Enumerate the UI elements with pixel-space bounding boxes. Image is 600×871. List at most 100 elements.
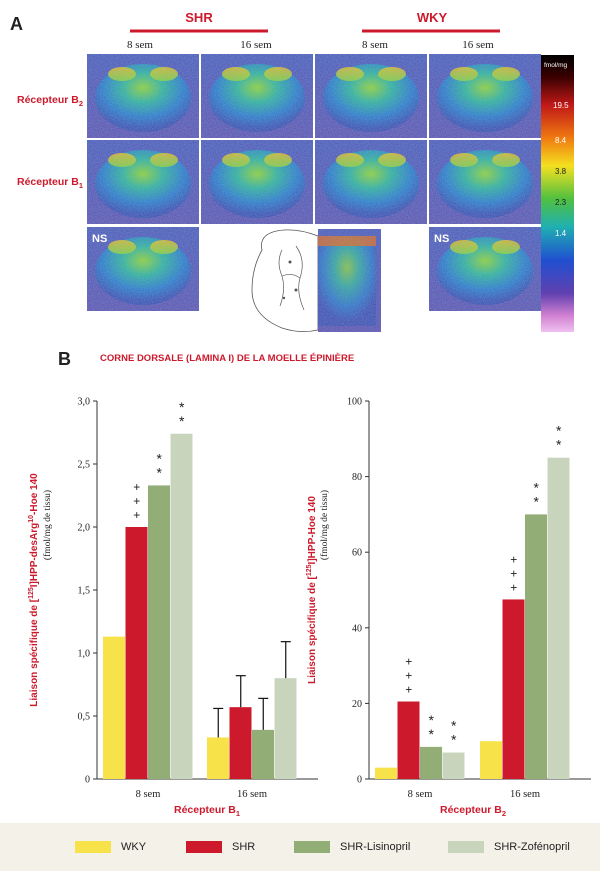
autoradiograph-image bbox=[315, 54, 427, 138]
significance-mark: + bbox=[405, 669, 412, 683]
legend-swatch bbox=[186, 841, 222, 853]
y-tick-label: 1,5 bbox=[78, 586, 91, 597]
legend-label: SHR bbox=[232, 841, 256, 853]
bar bbox=[274, 678, 297, 779]
bar bbox=[148, 485, 170, 779]
legend-item-shr: SHR bbox=[186, 837, 255, 857]
legend-item-shr-zofenopril: SHR-Zofénopril bbox=[448, 837, 570, 857]
x-tick-label: 16 sem bbox=[237, 789, 267, 800]
significance-mark: * bbox=[157, 464, 163, 480]
bar bbox=[397, 701, 420, 779]
y-axis-label: Liaison spécifique de [125I]HPP-desArg10… bbox=[28, 473, 40, 707]
age-label: 8 sem bbox=[362, 39, 388, 51]
y-tick-label: 80 bbox=[352, 472, 362, 483]
y-tick-label: 1,0 bbox=[78, 649, 91, 660]
legend-item-wky: WKY bbox=[75, 837, 146, 857]
age-label: 16 sem bbox=[240, 39, 272, 51]
y-tick-label: 60 bbox=[352, 548, 362, 559]
legend-swatch bbox=[448, 841, 484, 853]
y-axis-unit: (fmol/mg de tissu) bbox=[319, 490, 330, 560]
bar bbox=[502, 599, 525, 779]
y-tick-label: 0,5 bbox=[78, 712, 91, 723]
significance-mark: * bbox=[534, 493, 540, 509]
bar bbox=[547, 457, 570, 779]
autoradiograph-image bbox=[429, 140, 541, 224]
significance-mark: + bbox=[405, 683, 412, 697]
ns-label: NS bbox=[434, 233, 449, 245]
significance-mark: * bbox=[429, 726, 435, 742]
bar bbox=[229, 707, 252, 779]
panel-b-title: CORNE DORSALE (LAMINA I) DE LA MOELLE ÉP… bbox=[100, 353, 354, 364]
y-tick-label: 100 bbox=[347, 397, 362, 408]
significance-mark: + bbox=[405, 655, 412, 669]
significance-mark: + bbox=[133, 508, 140, 522]
y-tick-label: 0 bbox=[85, 775, 90, 786]
significance-mark: + bbox=[510, 580, 517, 594]
autoradiograph-zoom bbox=[318, 229, 381, 332]
significance-mark: * bbox=[556, 423, 562, 439]
legend-label: WKY bbox=[121, 841, 147, 853]
autoradiograph-image bbox=[201, 140, 313, 224]
bar bbox=[103, 636, 125, 779]
legend-item-shr-lisinopril: SHR-Lisinopril bbox=[294, 837, 410, 857]
ns-label: NS bbox=[92, 233, 107, 245]
legend: WKY SHR SHR-Lisinopril SHR-Zofénopril bbox=[0, 823, 600, 871]
significance-mark: * bbox=[451, 732, 457, 748]
x-axis-label: Récepteur B2 bbox=[440, 804, 506, 818]
panel-b-letter: B bbox=[58, 349, 71, 369]
row-label-b1: Récepteur B1 bbox=[17, 176, 83, 190]
significance-mark: * bbox=[429, 712, 435, 728]
autoradiograph-image bbox=[429, 54, 541, 138]
legend-label: SHR-Zofénopril bbox=[494, 841, 570, 853]
significance-mark: + bbox=[133, 480, 140, 494]
bar bbox=[207, 737, 229, 779]
color-scale-tick: 8.4 bbox=[555, 136, 567, 145]
bar bbox=[125, 527, 148, 779]
bar bbox=[375, 767, 397, 779]
group-label-shr: SHR bbox=[185, 10, 213, 25]
color-scale-tick: 3.8 bbox=[555, 167, 567, 176]
significance-mark: + bbox=[510, 552, 517, 566]
color-scale-tick: 19.5 bbox=[553, 101, 569, 110]
x-axis-label: Récepteur B1 bbox=[174, 804, 240, 818]
chart-b1: 00,51,01,52,02,53,08 sem 16 sem+++****Lia… bbox=[28, 397, 318, 818]
bar bbox=[170, 433, 193, 779]
significance-mark: * bbox=[451, 718, 457, 734]
y-tick-label: 2,5 bbox=[78, 460, 91, 471]
significance-mark: * bbox=[556, 437, 562, 453]
bar bbox=[480, 741, 502, 779]
significance-mark: * bbox=[179, 399, 185, 415]
y-tick-label: 20 bbox=[352, 699, 362, 710]
bar bbox=[525, 514, 547, 779]
bar bbox=[442, 752, 465, 779]
y-tick-label: 3,0 bbox=[78, 397, 91, 408]
legend-swatch bbox=[294, 841, 330, 853]
x-tick-label: 8 sem bbox=[408, 789, 433, 800]
y-tick-label: 40 bbox=[352, 623, 362, 634]
legend-label: SHR-Lisinopril bbox=[340, 841, 411, 853]
spinal-cord-schematic bbox=[251, 229, 319, 332]
legend-swatch bbox=[75, 841, 111, 853]
significance-mark: + bbox=[133, 494, 140, 508]
significance-mark: * bbox=[179, 413, 185, 429]
y-axis-unit: (fmol/mg de tissu) bbox=[42, 490, 53, 560]
autoradiograph-image bbox=[201, 54, 313, 138]
color-scale-tick: 2.3 bbox=[555, 198, 567, 207]
bar bbox=[420, 746, 442, 779]
x-tick-label: 16 sem bbox=[510, 789, 540, 800]
age-label: 8 sem bbox=[127, 39, 153, 51]
age-label: 16 sem bbox=[462, 39, 494, 51]
significance-mark: * bbox=[534, 479, 540, 495]
color-scale-tick: 1.4 bbox=[555, 229, 567, 238]
y-axis-label: Liaison spécifique de [125I]HPP-Hoe 140 bbox=[306, 496, 318, 684]
autoradiograph-image bbox=[87, 140, 199, 224]
panel-a: A SHR WKY 8 sem 16 sem 8 sem 16 sem Réce… bbox=[10, 10, 574, 332]
y-tick-label: 0 bbox=[357, 775, 362, 786]
y-tick-label: 2,0 bbox=[78, 523, 91, 534]
bar bbox=[252, 729, 274, 779]
group-label-wky: WKY bbox=[417, 10, 448, 25]
significance-mark: * bbox=[157, 450, 163, 466]
color-scale-unit: fmol/mg bbox=[544, 62, 568, 69]
color-scale-bar: fmol/mg 19.5 8.4 3.8 2.3 1.4 bbox=[541, 55, 574, 332]
